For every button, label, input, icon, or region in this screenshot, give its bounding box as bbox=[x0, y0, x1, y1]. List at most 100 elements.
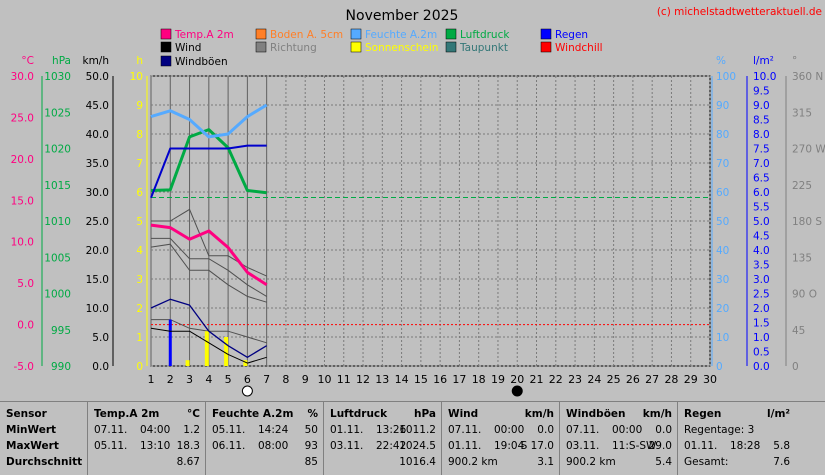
rain-axis-tick-label: 7.0 bbox=[753, 158, 770, 170]
day-tick-label: 10 bbox=[317, 373, 331, 386]
direction-axis-tick-label: 180 S bbox=[792, 216, 822, 228]
stats-header-label: Regen bbox=[684, 408, 721, 420]
day-tick-label: 21 bbox=[530, 373, 544, 386]
new-moon-icon bbox=[512, 386, 522, 396]
humidity-axis-tick-label: 60 bbox=[716, 187, 729, 199]
humidity-axis-tick-label: 50 bbox=[716, 216, 729, 228]
rain-axis-tick-label: 9.0 bbox=[753, 100, 770, 112]
day-tick-label: 22 bbox=[549, 373, 563, 386]
day-tick-label: 29 bbox=[684, 373, 698, 386]
rain-axis-tick-label: 5.0 bbox=[753, 216, 770, 228]
stats-row: 8.67 bbox=[94, 456, 200, 470]
humidity-axis-tick-label: 40 bbox=[716, 245, 729, 257]
rain-axis-tick-label: 6.0 bbox=[753, 187, 770, 199]
temp-axis-tick-label: 30.0 bbox=[11, 71, 34, 83]
pressure-axis-tick-label: 1015 bbox=[44, 180, 71, 192]
stats-header-label: Windböen bbox=[566, 408, 626, 420]
pressure-axis-tick-label: 990 bbox=[51, 361, 71, 373]
stats-date: Regentage: 3 bbox=[684, 424, 754, 436]
stats-date: 01.11. bbox=[684, 440, 717, 452]
stats-sensor-column: Sensor MinWert MaxWert Durchschnitt bbox=[0, 402, 87, 475]
stats-temp-column: Temp.A 2m °C 07.11. 04:00 1.2 05.11. 13:10 18.3… bbox=[87, 402, 206, 475]
legend-label: Feuchte A.2m bbox=[365, 29, 437, 41]
temp-axis-tick-label: 20.0 bbox=[11, 154, 34, 166]
legend-label: Regen bbox=[555, 29, 588, 41]
rain-bar bbox=[169, 320, 172, 366]
stats-value: 1011.2 bbox=[399, 424, 436, 436]
stats-header-label: Feuchte A.2m bbox=[212, 408, 293, 420]
legend-label: Sonnenschein bbox=[365, 42, 438, 54]
pressure-axis-tick-label: 1005 bbox=[44, 252, 71, 264]
rain-axis-tick-label: 3.5 bbox=[753, 260, 770, 272]
stats-sensor-header: Sensor bbox=[6, 408, 81, 422]
sunshine-bar bbox=[205, 331, 209, 366]
pressure-axis-tick-label: 1025 bbox=[44, 107, 71, 119]
stats-value: 29.0 bbox=[649, 440, 672, 452]
stats-date: 07.11. bbox=[94, 424, 127, 436]
wind-axis-unit: km/h bbox=[82, 55, 109, 67]
stats-gusts-column: Windböen km/h 07.11. 00:00 0.0 03.11. 11:S-SW 2… bbox=[559, 402, 678, 475]
stats-min-label: MinWert bbox=[6, 424, 81, 438]
stats-value: 0.0 bbox=[537, 424, 554, 436]
stats-row: 05.11. 13:10 18.3 bbox=[94, 440, 200, 454]
sun-axis-tick-label: 5 bbox=[136, 216, 143, 228]
stats-date: 900.2 km bbox=[566, 456, 616, 468]
day-tick-label: 15 bbox=[414, 373, 428, 386]
sun-axis-unit: h bbox=[136, 55, 143, 67]
stats-value: 1024.5 bbox=[399, 440, 436, 452]
stats-row: 07.11. 04:00 1.2 bbox=[94, 424, 200, 438]
legend-swatch bbox=[161, 42, 171, 52]
temp-axis-unit: °C bbox=[21, 55, 34, 67]
legend-label: Richtung bbox=[270, 42, 317, 54]
rain-axis-tick-label: 9.5 bbox=[753, 86, 770, 98]
sunshine-bar bbox=[224, 337, 228, 366]
wind-axis-tick-label: 25.0 bbox=[86, 216, 109, 228]
stats-gusts-header: Windböen km/h bbox=[566, 408, 672, 422]
rain-axis-tick-label: 1.0 bbox=[753, 332, 770, 344]
stats-row: 01.11. 18:28 5.8 bbox=[684, 440, 790, 454]
stats-row: 07.11. 00:00 0.0 bbox=[566, 424, 672, 438]
stats-value: 93 bbox=[305, 440, 318, 452]
stats-value: 5.8 bbox=[773, 440, 790, 452]
stats-value: S 17.0 bbox=[521, 440, 554, 452]
stats-time: 18:28 bbox=[730, 440, 760, 452]
direction-axis-tick-label: 225 bbox=[792, 180, 812, 192]
temp-axis-tick-label: 25.0 bbox=[11, 112, 34, 124]
wind-axis-tick-label: 50.0 bbox=[86, 71, 109, 83]
direction-axis-tick-label: 90 O bbox=[792, 289, 817, 301]
humidity-axis-tick-label: 0 bbox=[716, 361, 723, 373]
stats-wind-column: Wind km/h 07.11. 00:00 0.0 01.11. 19:04 S 17.0 9… bbox=[441, 402, 560, 475]
plot-area bbox=[151, 76, 710, 366]
humidity-axis-tick-label: 10 bbox=[716, 332, 729, 344]
stats-date: 01.11. bbox=[330, 424, 363, 436]
temp-axis-tick-label: -5.0 bbox=[14, 361, 35, 373]
stats-date: 05.11. bbox=[94, 440, 127, 452]
day-tick-label: 11 bbox=[337, 373, 351, 386]
stats-time: 04:00 bbox=[140, 424, 170, 436]
legend-label: Taupunkt bbox=[459, 42, 508, 54]
sun-axis-tick-label: 8 bbox=[136, 129, 143, 141]
wind-axis-tick-label: 15.0 bbox=[86, 274, 109, 286]
legend-label: Luftdruck bbox=[460, 29, 510, 41]
day-tick-label: 7 bbox=[263, 373, 270, 386]
day-tick-label: 14 bbox=[395, 373, 409, 386]
sun-axis-tick-label: 2 bbox=[136, 303, 143, 315]
stats-header-unit: % bbox=[307, 408, 318, 420]
legend-swatch bbox=[256, 42, 266, 52]
sun-axis-tick-label: 9 bbox=[136, 100, 143, 112]
legend: Temp.A 2m Boden A. 5cm Feuchte A.2m Luftdru… bbox=[161, 29, 603, 68]
day-tick-label: 6 bbox=[244, 373, 251, 386]
sun-axis-tick-label: 10 bbox=[130, 71, 143, 83]
rain-axis-tick-label: 8.5 bbox=[753, 115, 770, 127]
direction-axis-tick-label: 0 bbox=[792, 361, 799, 373]
day-tick-label: 9 bbox=[302, 373, 309, 386]
stats-humidity-header: Feuchte A.2m% bbox=[212, 408, 318, 422]
rain-axis-tick-label: 2.0 bbox=[753, 303, 770, 315]
day-tick-label: 19 bbox=[491, 373, 505, 386]
legend-swatch bbox=[541, 42, 551, 52]
stats-date: 07.11. bbox=[566, 424, 599, 436]
pressure-axis-tick-label: 995 bbox=[51, 325, 71, 337]
humidity-axis-tick-label: 100 bbox=[716, 71, 736, 83]
stats-date: 06.11. bbox=[212, 440, 245, 452]
day-tick-label: 2 bbox=[167, 373, 174, 386]
